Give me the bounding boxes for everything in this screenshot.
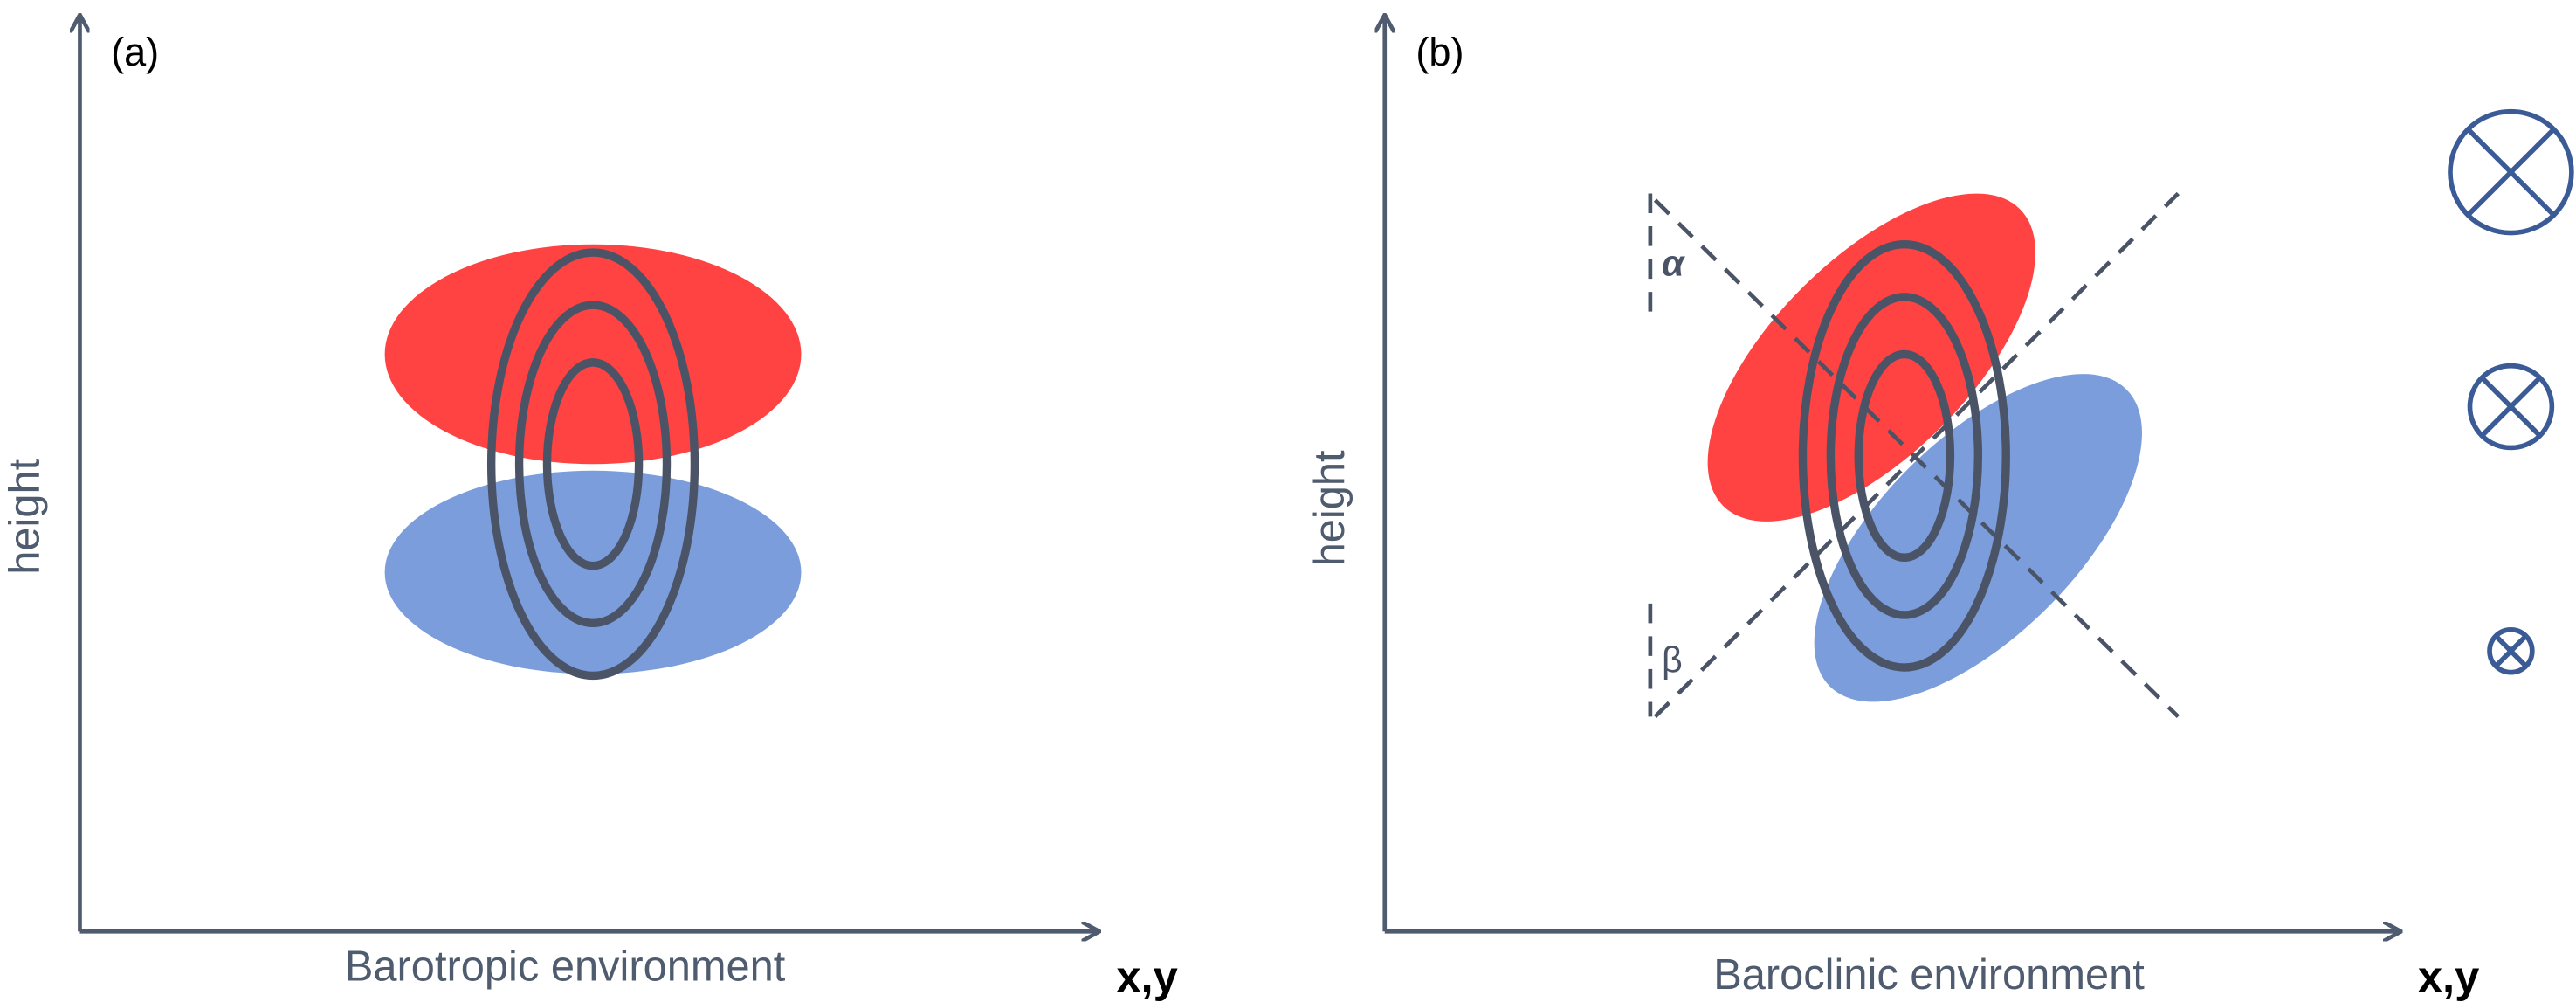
- panel-a: (a) height Barotropic environment x,y: [2, 17, 1178, 1002]
- into-page-symbol-medium: [2467, 363, 2555, 451]
- cold-anomaly: [1814, 374, 2142, 702]
- y-axis-label: height: [1306, 450, 1353, 566]
- caption: Baroclinic environment: [1713, 951, 2145, 999]
- x-axis-label: x,y: [2418, 952, 2479, 1002]
- vortex-contour: [1826, 293, 1983, 619]
- vortex-contour: [542, 358, 644, 570]
- cold-anomaly: [384, 470, 802, 674]
- into-page-symbol-small: [2487, 627, 2535, 675]
- caption: Barotropic environment: [345, 943, 786, 991]
- warm-anomaly: [384, 244, 802, 465]
- tilt-line: [1653, 191, 2180, 719]
- vortex-contour: [1854, 349, 1955, 562]
- vortex-contour: [514, 301, 672, 628]
- into-page-symbol-large: [2448, 108, 2574, 236]
- angle-label: α: [1662, 243, 1686, 283]
- panel-b: (b) height Baroclinic environment x,y α …: [1306, 17, 2574, 1002]
- vortex-contour: [486, 248, 699, 681]
- y-axis-label: height: [2, 458, 49, 574]
- angle-label: β: [1662, 640, 1683, 681]
- vortex-contour: [1798, 240, 2010, 672]
- tilt-line: [1653, 198, 2180, 719]
- panel-label: (b): [1415, 30, 1464, 74]
- x-axis-label: x,y: [1116, 952, 1177, 1002]
- panel-label: (a): [111, 30, 159, 74]
